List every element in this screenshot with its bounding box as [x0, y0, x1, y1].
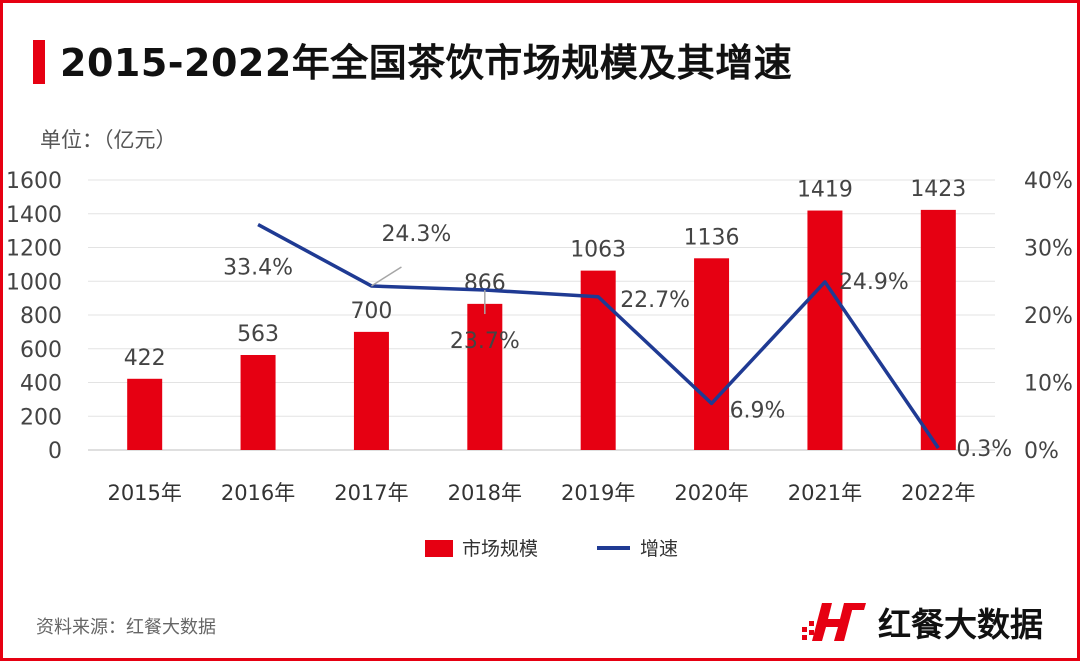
bar: [807, 210, 843, 450]
legend-label-growth: 增速: [640, 538, 678, 560]
y-right-tick-label: 10%: [1024, 372, 1073, 397]
growth-value-label: 22.7%: [620, 288, 690, 313]
label-leader-line: [371, 266, 402, 287]
y-left-tick-label: 0: [48, 439, 62, 464]
x-tick-label: 2016年: [221, 481, 295, 505]
bar: [353, 331, 389, 450]
growth-value-label: 33.4%: [223, 256, 293, 281]
y-left-tick-label: 1000: [6, 270, 62, 295]
growth-value-label: 23.7%: [450, 329, 520, 354]
brand-logo-icon: [802, 603, 866, 641]
y-right-tick-label: 20%: [1024, 304, 1073, 329]
unit-label: 单位：（亿元）: [40, 128, 177, 152]
bar: [580, 270, 616, 450]
y-right-tick-label: 0%: [1024, 439, 1059, 464]
brand-name: 红餐大数据: [878, 605, 1043, 644]
bar-value-label: 1136: [684, 225, 740, 250]
source-note: 资料来源：红餐大数据: [36, 617, 216, 638]
bar-value-label: 1423: [910, 177, 966, 202]
bar: [127, 378, 163, 450]
y-left-tick-label: 1400: [6, 203, 62, 228]
y-left-tick-label: 1200: [6, 237, 62, 262]
y-left-tick-label: 1600: [6, 169, 62, 194]
bar-value-label: 700: [350, 299, 392, 324]
x-tick-label: 2015年: [107, 481, 181, 505]
bar: [467, 303, 503, 450]
bar-value-label: 1419: [797, 178, 853, 203]
title-accent-bar: [33, 40, 45, 84]
growth-value-label: 24.3%: [381, 222, 451, 247]
bar: [920, 209, 956, 450]
bar: [694, 258, 730, 450]
bar-value-label: 1063: [570, 238, 626, 263]
page-title: 2015-2022年全国茶饮市场规模及其增速: [60, 41, 793, 85]
x-tick-label: 2019年: [561, 481, 635, 505]
x-tick-label: 2017年: [334, 481, 408, 505]
y-right-tick-label: 40%: [1024, 169, 1073, 194]
growth-value-label: 24.9%: [839, 270, 909, 295]
y-left-tick-label: 200: [20, 405, 62, 430]
growth-value-label: 0.3%: [956, 437, 1012, 462]
y-left-tick-label: 600: [20, 338, 62, 363]
x-tick-label: 2022年: [901, 481, 975, 505]
brand-mark: 红餐大数据: [800, 598, 1043, 646]
legend-bar-swatch: [425, 540, 453, 557]
bar-value-label: 563: [237, 322, 279, 347]
y-left-tick-label: 800: [20, 304, 62, 329]
x-tick-label: 2021年: [788, 481, 862, 505]
y-left-tick-label: 400: [20, 372, 62, 397]
y-right-tick-label: 30%: [1024, 237, 1073, 262]
growth-value-label: 6.9%: [730, 398, 786, 423]
x-tick-label: 2020年: [674, 481, 748, 505]
bar-value-label: 422: [124, 346, 166, 371]
legend-label-market-size: 市场规模: [462, 538, 538, 560]
x-tick-label: 2018年: [448, 481, 522, 505]
bar: [240, 354, 276, 450]
